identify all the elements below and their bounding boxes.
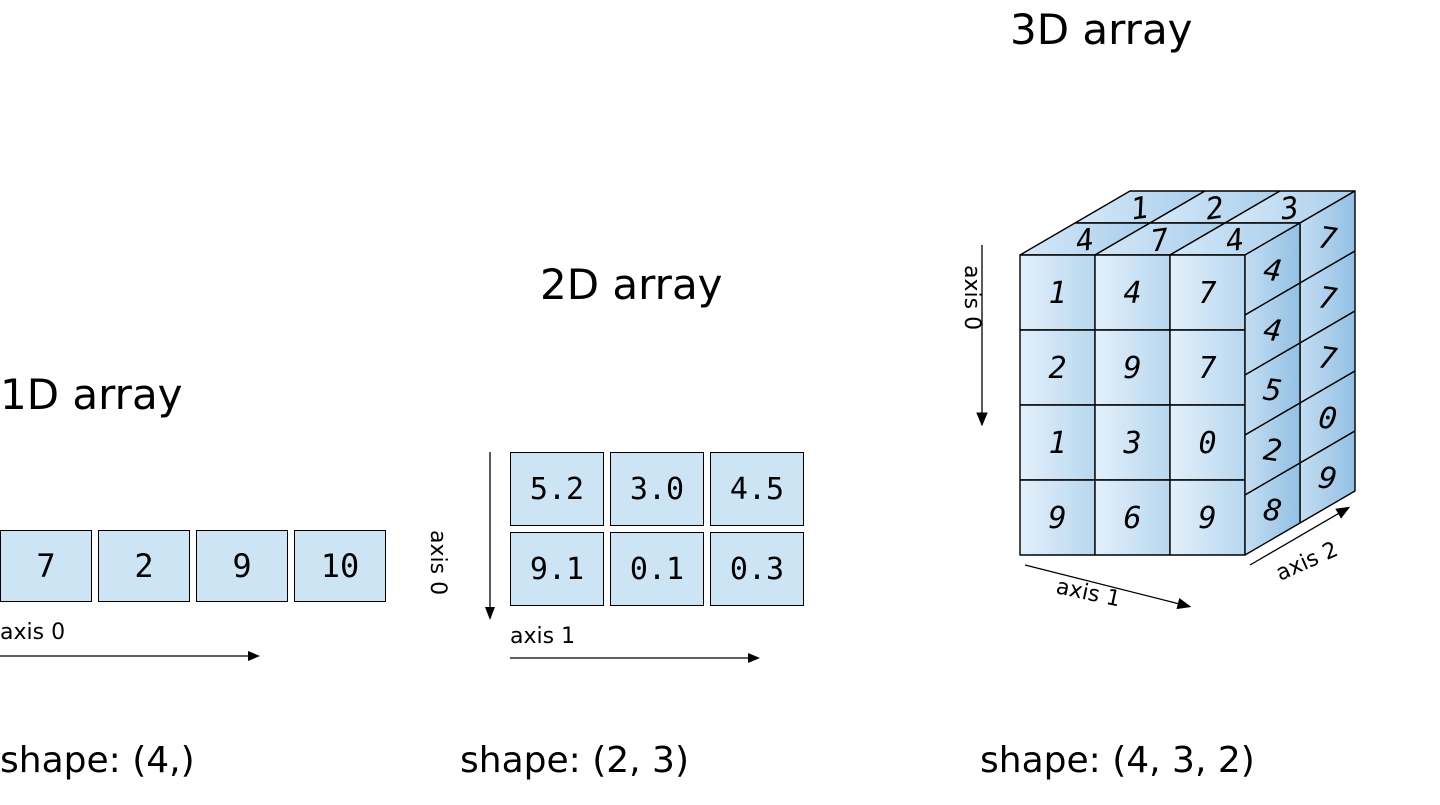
- axis0-label-1d: axis 0: [0, 620, 65, 645]
- cell-2d: 4.5: [710, 452, 804, 526]
- axis0-arrow-1d: [0, 648, 260, 668]
- svg-text:4: 4: [1123, 276, 1141, 311]
- svg-text:axis 2: axis 2: [1272, 537, 1342, 586]
- shape-label-3d: shape: (4, 3, 2): [980, 740, 1255, 781]
- svg-text:7: 7: [1198, 351, 1216, 386]
- shape-label-2d: shape: (2, 3): [460, 740, 689, 781]
- svg-text:2: 2: [1048, 351, 1066, 386]
- cell-2d: 5.2: [510, 452, 604, 526]
- cell-2d: 9.1: [510, 532, 604, 606]
- axis0-arrow-2d: [470, 452, 500, 622]
- cell-1d: 2: [98, 530, 190, 602]
- svg-text:axis 1: axis 1: [1054, 574, 1123, 612]
- svg-text:9: 9: [1198, 501, 1216, 536]
- cell-2d: 3.0: [610, 452, 704, 526]
- svg-text:9: 9: [1123, 351, 1141, 386]
- title-3d: 3D array: [1010, 5, 1193, 54]
- title-1d: 1D array: [0, 370, 183, 419]
- array-3d: 1234741472971309697770944528axis 0axis 1…: [950, 95, 1430, 735]
- axis1-arrow-2d: [510, 650, 760, 670]
- title-2d: 2D array: [540, 260, 723, 309]
- cell-1d: 7: [0, 530, 92, 602]
- svg-text:9: 9: [1048, 501, 1066, 536]
- shape-label-1d: shape: (4,): [0, 740, 195, 781]
- axis0-label-2d: axis 0: [425, 530, 450, 595]
- svg-text:axis 0: axis 0: [959, 265, 984, 330]
- axis1-label-2d: axis 1: [510, 624, 575, 649]
- svg-text:3: 3: [1122, 426, 1141, 461]
- cell-2d: 0.1: [610, 532, 704, 606]
- svg-text:1: 1: [1048, 276, 1066, 311]
- svg-text:0: 0: [1198, 426, 1216, 461]
- svg-text:7: 7: [1198, 276, 1216, 311]
- cell-1d: 10: [294, 530, 386, 602]
- svg-text:6: 6: [1123, 501, 1141, 536]
- svg-text:1: 1: [1048, 426, 1066, 461]
- cell-2d: 0.3: [710, 532, 804, 606]
- cell-1d: 9: [196, 530, 288, 602]
